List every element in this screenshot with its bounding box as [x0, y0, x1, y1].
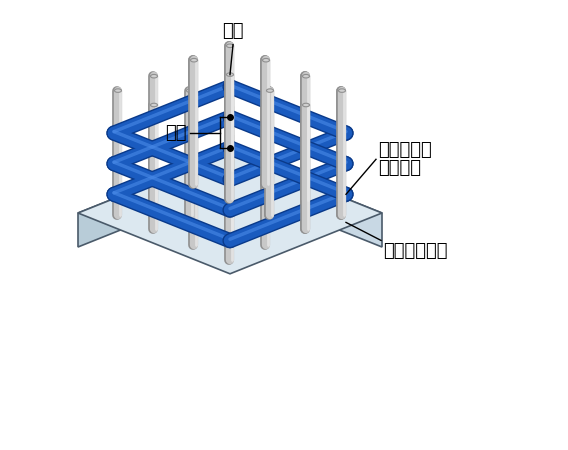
Ellipse shape: [151, 103, 157, 107]
Text: 主筋: 主筋: [222, 22, 244, 40]
Polygon shape: [78, 152, 382, 274]
Ellipse shape: [262, 58, 269, 62]
Ellipse shape: [339, 89, 345, 92]
Text: 溶接閉鎖型: 溶接閉鎖型: [378, 141, 432, 159]
Ellipse shape: [227, 105, 233, 108]
Text: 溶接: 溶接: [165, 124, 187, 142]
Ellipse shape: [303, 103, 310, 107]
Ellipse shape: [262, 119, 269, 123]
Ellipse shape: [303, 103, 310, 107]
Ellipse shape: [190, 58, 198, 62]
Ellipse shape: [186, 89, 194, 92]
Ellipse shape: [262, 58, 269, 62]
Ellipse shape: [151, 74, 157, 78]
Ellipse shape: [303, 74, 310, 78]
Ellipse shape: [266, 89, 274, 92]
Ellipse shape: [227, 44, 233, 48]
Text: コンクリート: コンクリート: [383, 243, 448, 261]
Ellipse shape: [190, 119, 198, 123]
Ellipse shape: [190, 58, 198, 62]
Polygon shape: [230, 152, 382, 247]
Ellipse shape: [303, 74, 310, 78]
Text: フープ筋: フープ筋: [378, 159, 421, 177]
Ellipse shape: [227, 73, 233, 77]
Ellipse shape: [227, 44, 233, 48]
Ellipse shape: [266, 89, 274, 92]
Ellipse shape: [227, 73, 233, 77]
Polygon shape: [78, 152, 230, 247]
Ellipse shape: [339, 89, 345, 92]
Ellipse shape: [227, 134, 233, 137]
Ellipse shape: [115, 89, 122, 92]
